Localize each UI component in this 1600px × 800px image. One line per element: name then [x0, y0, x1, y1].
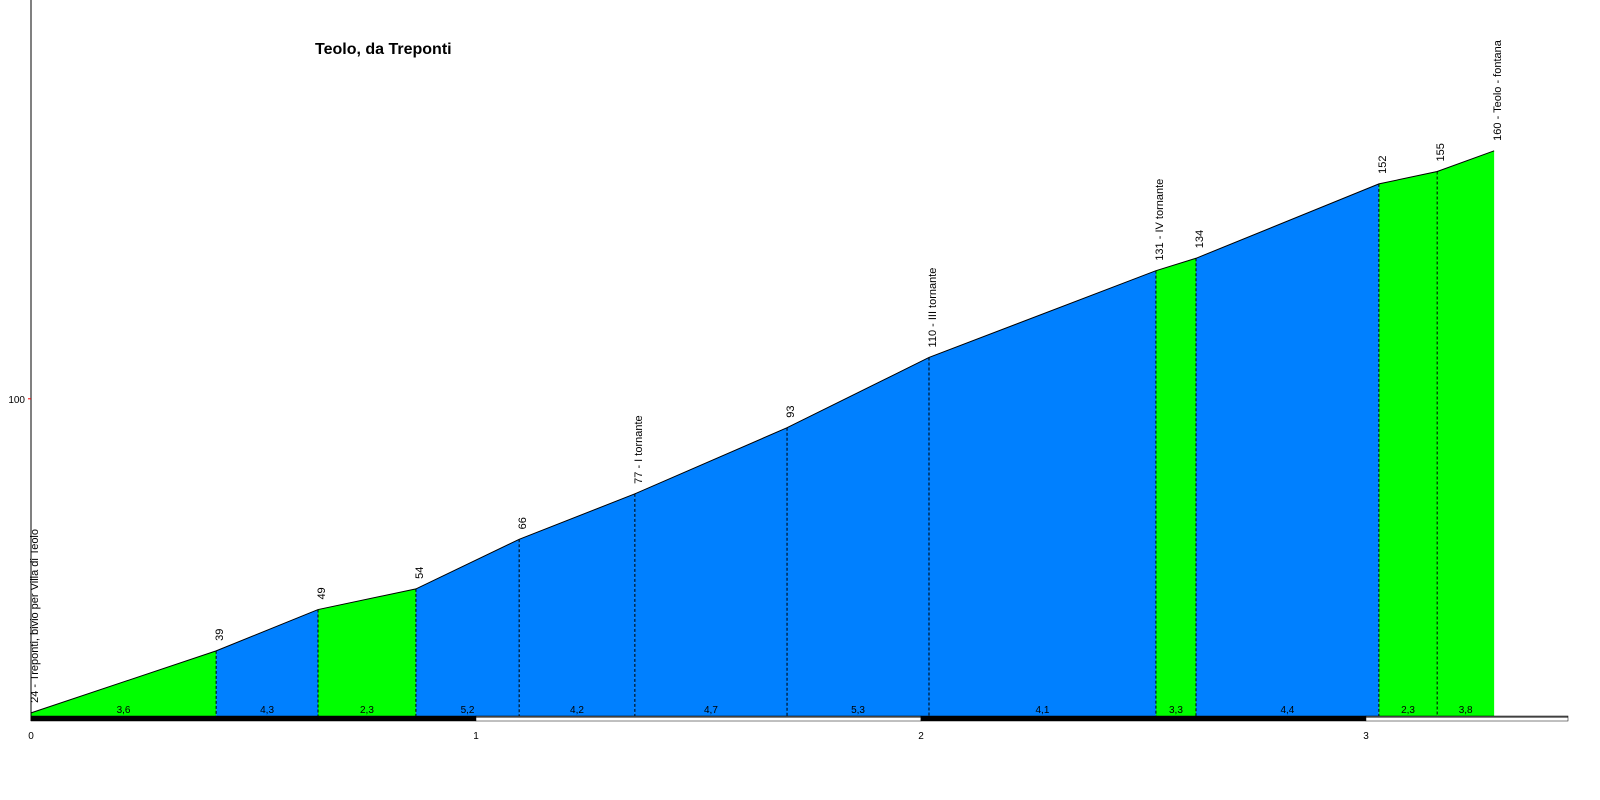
chart-title: Teolo, da Treponti: [315, 41, 452, 58]
point-label: 77 - I tornante: [633, 415, 645, 484]
point-label: 110 - III tornante: [927, 268, 939, 348]
x-tick-label: 0: [28, 731, 34, 742]
grade-label: 4,3: [260, 705, 274, 716]
grade-label: 4,2: [570, 705, 584, 716]
point-label: 134: [1194, 230, 1206, 248]
point-label: 131 - IV tornante: [1154, 179, 1166, 261]
profile-segment: [216, 609, 319, 717]
profile-segment: [415, 539, 520, 717]
profile-segment: [1155, 258, 1196, 717]
point-label: 24 - Treponti, bivio per Villa di Teolo: [29, 529, 41, 703]
grade-label: 2,3: [1401, 705, 1415, 716]
grade-label: 3,8: [1459, 705, 1473, 716]
x-tick-label: 3: [1363, 731, 1369, 742]
profile-segment: [634, 427, 788, 717]
grade-label: 4,7: [704, 705, 718, 716]
profile-segment: [1195, 183, 1379, 717]
grade-label: 4,4: [1280, 705, 1294, 716]
profile-segment: [928, 270, 1156, 717]
point-label: 49: [316, 587, 328, 599]
point-label: 152: [1377, 156, 1389, 174]
profile-segment: [1378, 171, 1438, 717]
profile-segment: [1437, 150, 1495, 717]
grade-label: 2,3: [360, 705, 374, 716]
profile-segment: [31, 650, 217, 717]
x-tick-label: 1: [473, 731, 479, 742]
y-tick-label: 100: [8, 395, 25, 406]
point-label: 93: [785, 405, 797, 417]
profile-segment: [318, 588, 416, 717]
point-label: 160 - Teolo - fontana: [1492, 39, 1504, 141]
profile-line: [30, 150, 1495, 714]
point-label: 54: [414, 567, 426, 579]
grade-label: 4,1: [1036, 705, 1050, 716]
point-label: 66: [517, 517, 529, 529]
x-tick-label: 2: [918, 731, 924, 742]
profile-segment: [787, 357, 929, 717]
point-label: 39: [214, 629, 226, 641]
distance-band: [1365, 715, 1569, 722]
grade-label: 5,3: [851, 705, 865, 716]
grade-label: 3,3: [1169, 705, 1183, 716]
point-label: 155: [1435, 143, 1447, 161]
grade-label: 5,2: [461, 705, 475, 716]
profile-segment: [519, 493, 635, 717]
grade-label: 3,6: [117, 705, 131, 716]
